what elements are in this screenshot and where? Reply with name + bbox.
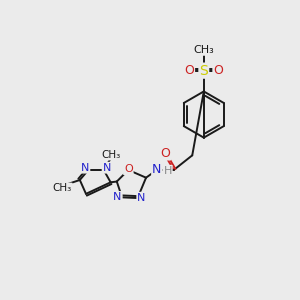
Text: CH₃: CH₃ — [52, 184, 72, 194]
Text: O: O — [184, 64, 194, 77]
Text: O: O — [160, 146, 170, 160]
Text: N: N — [152, 164, 161, 176]
Text: H: H — [164, 166, 172, 176]
Text: CH₃: CH₃ — [194, 45, 214, 55]
Text: N: N — [81, 163, 89, 173]
Text: N: N — [103, 163, 111, 173]
Text: N: N — [113, 192, 122, 202]
Text: O: O — [214, 64, 224, 77]
Text: S: S — [200, 64, 208, 78]
Text: O: O — [124, 164, 133, 174]
Text: CH₃: CH₃ — [102, 150, 121, 160]
Text: N: N — [137, 193, 146, 203]
